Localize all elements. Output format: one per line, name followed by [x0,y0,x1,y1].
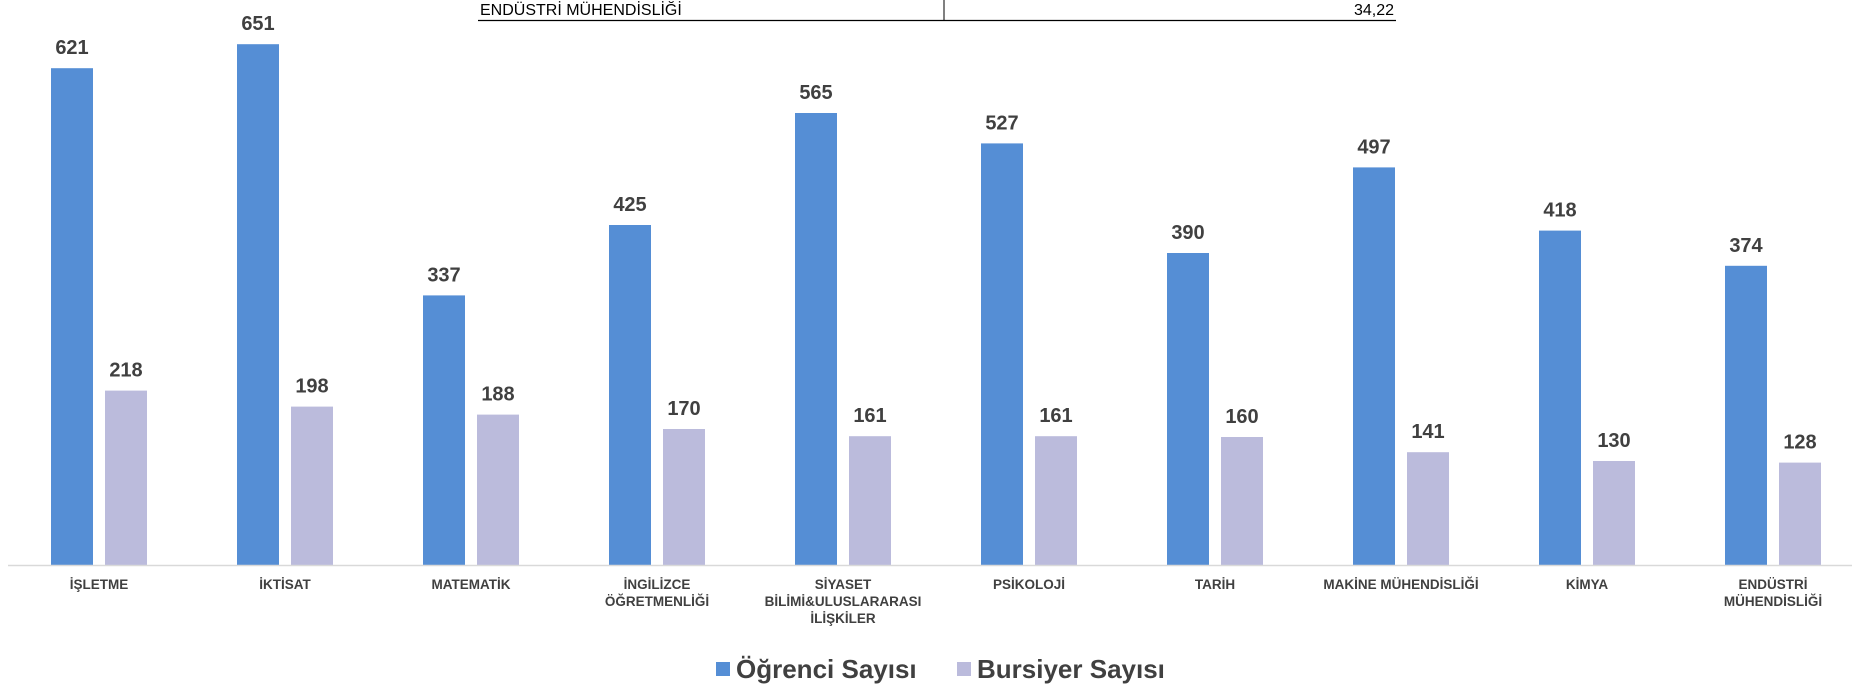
table-cell-label: ENDÜSTRİ MÜHENDİSLİĞİ [480,0,682,19]
bar-bursiyer-0 [105,390,147,565]
value-label-bursiyer-6: 160 [1225,406,1258,428]
legend-swatch-ogrenci [716,662,730,676]
legend-label-bursiyer: Bursiyer Sayısı [977,654,1165,684]
value-label-bursiyer-3: 170 [667,398,700,420]
bar-ogrenci-7 [1353,167,1395,565]
category-label-6: TARİH [1195,577,1235,592]
legend: Öğrenci Sayısı Bursiyer Sayısı [716,654,1165,684]
value-label-bursiyer-9: 128 [1783,432,1816,454]
bar-bursiyer-3 [663,429,705,565]
bar-ogrenci-6 [1167,253,1209,565]
category-label-8: KİMYA [1566,577,1609,592]
table-fragment: ENDÜSTRİ MÜHENDİSLİĞİ 34,22 [478,0,1396,22]
bar-bursiyer-6 [1221,437,1263,565]
legend-label-ogrenci: Öğrenci Sayısı [736,654,917,684]
bar-bursiyer-7 [1407,452,1449,565]
bar-ogrenci-1 [237,44,279,565]
value-label-ogrenci-7: 497 [1357,136,1390,158]
value-label-bursiyer-2: 188 [481,384,514,406]
table-cell-value: 34,22 [1354,2,1394,19]
value-label-ogrenci-3: 425 [613,194,646,216]
bar-bursiyer-5 [1035,436,1077,565]
category-label-7: MAKİNE MÜHENDİSLİĞİ [1323,577,1478,592]
category-label-4: SİYASET BİLİMİ&ULUSLARARASI İLİŞKİLER [765,577,922,626]
value-label-ogrenci-1: 651 [241,13,274,35]
bar-ogrenci-0 [51,68,93,565]
value-labels-group: 621 218 651 198 337 188 425 170 565 161 527 161 390 1… [55,13,1816,453]
value-label-ogrenci-2: 337 [427,264,460,286]
legend-swatch-bursiyer [957,662,971,676]
bar-ogrenci-4 [795,113,837,565]
value-label-bursiyer-7: 141 [1411,421,1444,443]
bar-bursiyer-9 [1779,462,1821,565]
category-labels-group: İŞLETME İKTİSAT MATEMATİK İNGİLİZCE ÖĞRETMEN… [70,577,1822,626]
category-label-0: İŞLETME [70,577,129,592]
value-label-ogrenci-9: 374 [1729,235,1763,257]
value-label-ogrenci-0: 621 [55,37,88,59]
bar-ogrenci-8 [1539,230,1581,565]
bar-bursiyer-1 [291,406,333,565]
category-label-5: PSİKOLOJİ [993,577,1065,592]
bars-group [51,44,1821,565]
value-label-bursiyer-5: 161 [1039,405,1072,427]
bar-ogrenci-9 [1725,265,1767,565]
category-label-9: ENDÜSTRİ MÜHENDİSLİĞİ [1724,577,1822,609]
bar-bursiyer-4 [849,436,891,565]
value-label-ogrenci-5: 527 [985,112,1018,134]
category-label-1: İKTİSAT [259,577,311,592]
bar-bursiyer-2 [477,414,519,565]
bar-bursiyer-8 [1593,461,1635,565]
bar-ogrenci-3 [609,225,651,565]
category-label-2: MATEMATİK [432,577,511,592]
value-label-ogrenci-8: 418 [1543,200,1576,222]
bar-ogrenci-2 [423,295,465,565]
category-label-3: İNGİLİZCE ÖĞRETMENLİĞİ [605,577,709,609]
value-label-bursiyer-4: 161 [853,405,886,427]
value-label-ogrenci-6: 390 [1171,222,1204,244]
value-label-ogrenci-4: 565 [799,82,832,104]
value-label-bursiyer-8: 130 [1597,430,1630,452]
bar-ogrenci-5 [981,143,1023,565]
value-label-bursiyer-1: 198 [295,376,328,398]
value-label-bursiyer-0: 218 [109,360,142,382]
